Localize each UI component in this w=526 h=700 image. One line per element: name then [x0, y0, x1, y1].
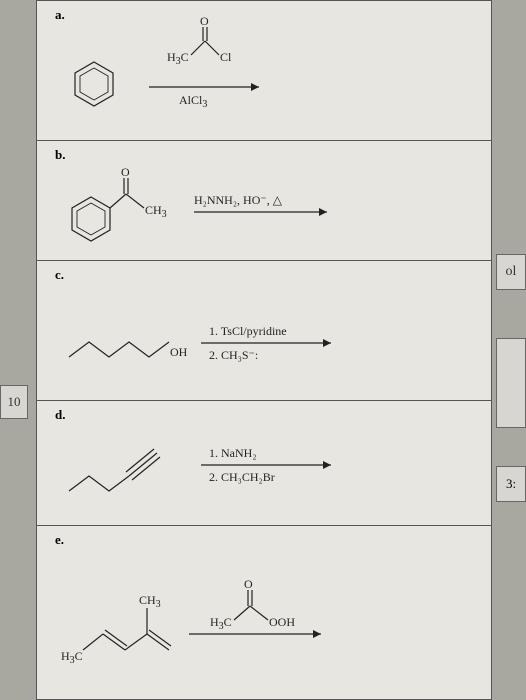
d-reagent2: 2. CH₃CH₂Br: [209, 470, 275, 484]
reagent-a-h3c: H3C: [167, 50, 189, 67]
right-tab3-label: 3:: [506, 476, 516, 492]
problem-a: a. O H3C Cl AlCl3: [37, 1, 491, 141]
e-per-ooh: OOH: [269, 615, 295, 629]
b-reagent: H₂NNH₂, HO⁻, △: [194, 193, 283, 207]
left-margin-tab: 10: [0, 385, 28, 419]
right-tab1-label: ol: [506, 264, 517, 280]
problem-d: d. 1. NaNH₂ 2. CH₃CH₂Br: [37, 401, 491, 526]
e-ch3-branch: CH3: [139, 593, 161, 610]
c-reagent2: 2. CH₃S⁻:: [209, 348, 258, 362]
worksheet-paper: a. O H3C Cl AlCl3: [36, 0, 492, 700]
d-reagent1: 1. NaNH₂: [209, 446, 257, 460]
b-ch3: CH3: [145, 203, 167, 220]
c-reagent1: 1. TsCl/pyridine: [209, 324, 287, 338]
e-per-o: O: [244, 577, 253, 591]
right-margin-tab-2: [496, 338, 526, 428]
left-tab-label: 10: [8, 394, 21, 410]
e-h3c-left: H3C: [61, 649, 83, 666]
reagent-a-oxygen: O: [200, 14, 209, 28]
structure-e: H3C CH3 H3C: [49, 534, 489, 699]
problem-c: c. OH 1. TsCl/pyridine 2. CH₃S⁻:: [37, 261, 491, 401]
problem-b: b. O CH3 H₂NNH₂, HO⁻, △: [37, 141, 491, 261]
structure-b: O CH3 H₂NNH₂, HO⁻, △: [49, 149, 489, 264]
structure-d: 1. NaNH₂ 2. CH₃CH₂Br: [49, 409, 489, 529]
b-oxygen: O: [121, 165, 130, 179]
structure-a: O H3C Cl AlCl3: [49, 9, 489, 144]
structure-c: OH 1. TsCl/pyridine 2. CH₃S⁻:: [49, 269, 489, 404]
e-per-h3c: H3C: [210, 615, 232, 632]
right-margin-tab-1: ol: [496, 254, 526, 290]
problem-e: e. H3C CH3 H3C: [37, 526, 491, 696]
c-oh: OH: [170, 345, 188, 359]
reagent-a-cl: Cl: [220, 50, 232, 64]
right-margin-tab-3: 3:: [496, 466, 526, 502]
reagent-a-alcl3: AlCl3: [179, 93, 207, 110]
